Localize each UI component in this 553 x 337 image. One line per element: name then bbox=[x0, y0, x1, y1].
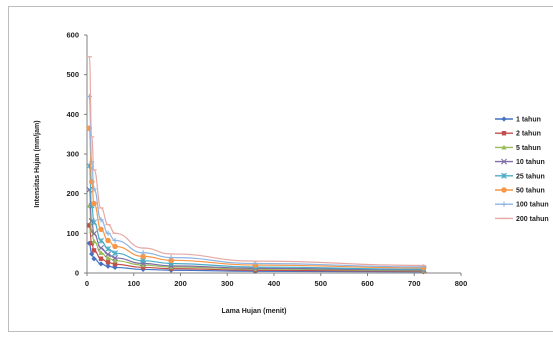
series-line bbox=[88, 127, 424, 269]
y-tick-label: 100 bbox=[66, 229, 79, 238]
series-line bbox=[88, 189, 424, 271]
legend-marker bbox=[501, 187, 507, 193]
legend-entry: 25 tahun bbox=[495, 172, 545, 180]
legend-marker bbox=[501, 116, 507, 122]
legend-label: 200 tahun bbox=[516, 216, 549, 223]
data-point bbox=[112, 254, 119, 261]
data-point bbox=[112, 258, 118, 263]
series-line bbox=[88, 95, 424, 268]
data-point bbox=[168, 264, 174, 270]
data-point bbox=[91, 256, 97, 262]
data-point bbox=[98, 226, 104, 233]
data-point bbox=[112, 243, 118, 250]
legend-entry: 100 tahun bbox=[495, 201, 549, 209]
x-axis-label: Lama Hujan (menit) bbox=[222, 308, 287, 315]
data-point bbox=[168, 257, 174, 264]
x-tick-label: 700 bbox=[408, 279, 421, 288]
series-line bbox=[88, 165, 424, 270]
legend: 1 tahun 2 tahun 5 tahun 10 tahun 25 tahun 50 … bbox=[495, 116, 549, 223]
chart-frame: 0 100 200 300 400 500 600 0 100 200 300 400 500 600 70… bbox=[8, 6, 553, 332]
data-point bbox=[112, 250, 119, 257]
legend-label: 50 tahun bbox=[516, 188, 545, 195]
data-point bbox=[105, 251, 112, 258]
x-tick-label: 300 bbox=[221, 279, 234, 288]
y-axis-label: Intensitas Hujan (mm/jam) bbox=[34, 120, 41, 207]
legend-entry: 50 tahun bbox=[495, 187, 545, 195]
y-tick-label: 600 bbox=[66, 31, 79, 40]
data-point bbox=[91, 248, 97, 253]
series-100-tahun bbox=[86, 93, 427, 270]
legend-entry: 1 tahun bbox=[495, 116, 541, 124]
data-point bbox=[98, 217, 104, 223]
legend-label: 100 tahun bbox=[516, 202, 549, 209]
legend-entry: 200 tahun bbox=[495, 216, 549, 223]
x-tick-label: 200 bbox=[174, 279, 187, 288]
x-tick-label: 500 bbox=[314, 279, 327, 288]
legend-label: 1 tahun bbox=[516, 117, 541, 124]
legend-entry: 2 tahun bbox=[495, 131, 541, 138]
legend-label: 10 tahun bbox=[516, 159, 545, 166]
x-tick-label: 400 bbox=[268, 279, 281, 288]
series-50-tahun bbox=[86, 125, 427, 271]
y-tick-label: 300 bbox=[66, 150, 79, 159]
axes: 0 100 200 300 400 500 600 0 100 200 300 400 500 600 70… bbox=[66, 31, 467, 289]
legend-entry: 10 tahun bbox=[495, 158, 545, 166]
legend-entry: 5 tahun bbox=[495, 144, 541, 152]
x-tick-label: 100 bbox=[127, 279, 140, 288]
data-point bbox=[87, 223, 92, 228]
legend-label: 25 tahun bbox=[516, 173, 545, 180]
y-tick-label: 0 bbox=[75, 269, 79, 278]
data-point bbox=[98, 237, 105, 244]
data-point bbox=[98, 261, 104, 267]
x-tick-label: 600 bbox=[361, 279, 374, 288]
data-point bbox=[112, 237, 118, 244]
x-tick-label: 0 bbox=[85, 279, 89, 288]
data-point bbox=[105, 263, 111, 269]
data-point bbox=[140, 262, 146, 268]
data-point bbox=[105, 230, 111, 236]
data-point bbox=[86, 93, 92, 100]
data-point bbox=[105, 260, 111, 265]
series-layer bbox=[86, 56, 427, 275]
data-point bbox=[91, 230, 98, 237]
x-tick-label: 800 bbox=[455, 279, 468, 288]
legend-marker bbox=[501, 201, 507, 207]
data-point bbox=[91, 238, 97, 244]
data-point bbox=[91, 200, 97, 207]
legend-marker bbox=[501, 144, 507, 150]
legend-marker bbox=[501, 172, 507, 179]
legend-label: 2 tahun bbox=[516, 131, 541, 138]
series-5-tahun bbox=[86, 202, 427, 273]
series-200-tahun bbox=[86, 56, 427, 267]
idf-line-chart: 0 100 200 300 400 500 600 0 100 200 300 400 500 600 70… bbox=[34, 31, 549, 316]
y-tick-label: 200 bbox=[66, 189, 79, 198]
data-point bbox=[140, 250, 146, 256]
data-point bbox=[98, 256, 104, 261]
y-tick-label: 500 bbox=[66, 70, 79, 79]
series-line bbox=[88, 56, 424, 267]
data-point bbox=[91, 186, 97, 192]
data-point bbox=[98, 245, 105, 251]
data-point bbox=[168, 254, 174, 261]
data-point bbox=[98, 250, 104, 255]
legend-marker bbox=[501, 158, 507, 165]
data-point bbox=[252, 260, 258, 267]
legend-label: 5 tahun bbox=[516, 145, 541, 152]
data-point bbox=[105, 255, 111, 261]
y-tick-label: 400 bbox=[66, 110, 79, 119]
data-point bbox=[89, 251, 95, 257]
data-point bbox=[140, 253, 146, 260]
data-point bbox=[112, 262, 118, 267]
legend-marker bbox=[501, 130, 507, 136]
data-point bbox=[91, 219, 98, 226]
data-point bbox=[105, 237, 111, 244]
data-point bbox=[140, 265, 146, 270]
data-point bbox=[105, 245, 112, 252]
